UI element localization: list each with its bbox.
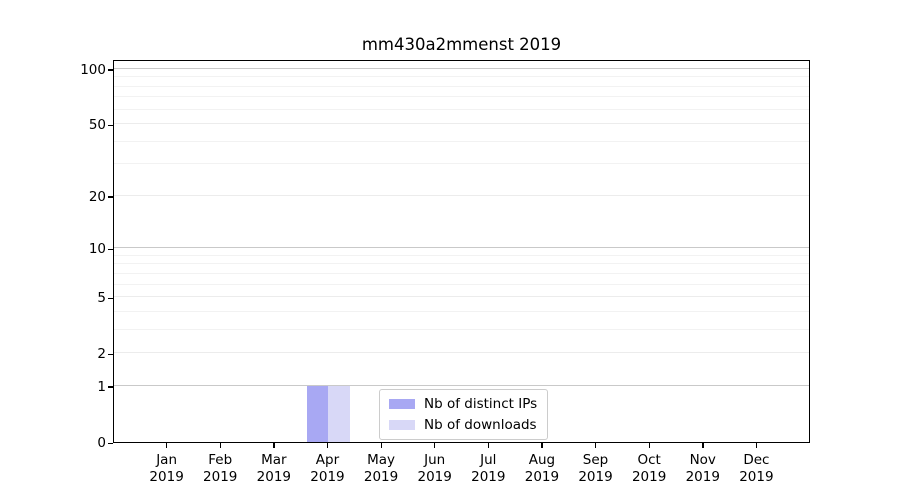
x-tick	[434, 443, 436, 448]
x-tick	[380, 443, 382, 448]
x-tick	[487, 443, 490, 448]
gridline-major	[114, 352, 809, 354]
x-tick-label: Mar 2019	[229, 452, 319, 486]
gridline-minor	[114, 263, 809, 265]
x-tick-year: 2019	[578, 469, 613, 485]
x-tick	[648, 443, 650, 448]
legend-label: Nb of downloads	[424, 417, 537, 433]
x-tick-label: May 2019	[336, 452, 426, 486]
x-tick-month: Nov	[689, 452, 716, 468]
x-tick-year: 2019	[363, 469, 399, 485]
bar-nb-of-downloads	[328, 385, 350, 442]
y-tick	[108, 196, 113, 198]
x-tick-label: Apr 2019	[282, 452, 372, 486]
x-tick	[326, 443, 329, 448]
chart-title: mm430a2mmenst 2019	[361, 35, 562, 54]
x-tick	[595, 443, 597, 448]
gridline-minor	[114, 283, 809, 285]
gridline-minor	[114, 85, 809, 87]
y-tick-label: 100	[80, 61, 106, 78]
y-tick	[108, 442, 113, 444]
gridline-major	[114, 67, 809, 69]
x-tick	[166, 443, 168, 448]
x-tick-year: 2019	[739, 469, 774, 485]
x-tick-year: 2019	[471, 469, 506, 485]
x-tick-month: May	[367, 452, 396, 468]
x-tick-label: Feb 2019	[175, 452, 265, 486]
gridline-major	[114, 384, 809, 386]
x-tick-year: 2019	[149, 469, 184, 485]
x-tick	[219, 443, 222, 448]
y-tick-label: 0	[97, 435, 106, 451]
gridline-major	[114, 194, 809, 196]
legend-label: Nb of distinct IPs	[424, 396, 538, 412]
x-tick-month: Mar	[261, 452, 287, 468]
legend-swatch	[389, 420, 415, 430]
x-tick-label: Jul 2019	[443, 452, 533, 486]
gridline-minor	[114, 310, 809, 312]
y-tick-label: 10	[88, 241, 106, 258]
x-tick	[702, 443, 704, 448]
y-tick	[108, 248, 113, 250]
y-tick-label: 1	[97, 378, 106, 395]
x-tick-label: Oct 2019	[604, 452, 694, 486]
x-tick-year: 2019	[256, 469, 292, 485]
x-tick-year: 2019	[524, 469, 560, 485]
gridline-minor	[114, 272, 809, 274]
y-tick	[108, 124, 113, 126]
x-tick-month: Jul	[480, 452, 497, 468]
x-tick-month: Dec	[743, 452, 770, 468]
x-tick-label: Aug 2019	[497, 452, 587, 486]
x-tick	[755, 443, 758, 448]
x-tick-year: 2019	[631, 469, 667, 485]
x-tick-month: Oct	[637, 452, 661, 468]
x-tick-year: 2019	[685, 469, 720, 485]
x-tick-year: 2019	[203, 469, 238, 485]
y-tick	[108, 297, 113, 299]
x-tick-label: Jun 2019	[390, 452, 480, 486]
y-tick-label: 5	[97, 290, 106, 307]
y-tick	[108, 353, 113, 355]
gridline-minor	[114, 254, 809, 256]
x-tick-month: Jan	[156, 452, 178, 468]
x-tick-month: Apr	[315, 452, 340, 468]
gridline-major	[114, 296, 809, 298]
legend-entry: Nb of distinct IPs	[389, 396, 537, 412]
x-tick-label: Nov 2019	[658, 452, 748, 486]
x-tick-month: Feb	[208, 452, 233, 468]
y-tick-label: 50	[88, 117, 106, 134]
legend-entry: Nb of downloads	[389, 417, 537, 433]
x-tick-month: Aug	[528, 452, 556, 468]
y-tick	[108, 386, 113, 388]
y-tick-label: 20	[88, 188, 106, 205]
gridline-minor	[114, 108, 809, 110]
legend: Nb of distinct IPs Nb of downloads	[379, 389, 549, 440]
x-tick-year: 2019	[310, 469, 345, 485]
x-tick-label: Jan 2019	[122, 452, 212, 486]
gridline-major	[114, 123, 809, 125]
legend-swatch	[389, 399, 415, 409]
x-tick-label: Dec 2019	[711, 452, 801, 486]
x-tick-month: Sep	[582, 452, 609, 468]
gridline-minor	[114, 76, 809, 78]
x-tick	[273, 443, 275, 448]
y-tick	[108, 69, 113, 71]
x-tick-month: Jun	[424, 452, 446, 468]
gridline-minor	[114, 328, 809, 330]
y-tick-label: 2	[97, 346, 106, 363]
x-tick-label: Sep 2019	[551, 452, 641, 486]
x-tick	[541, 443, 543, 448]
x-tick-year: 2019	[417, 469, 452, 485]
plot-area: Nb of distinct IPs Nb of downloads	[113, 60, 810, 443]
gridline-major	[114, 247, 809, 249]
gridline-minor	[114, 96, 809, 98]
gridline-minor	[114, 163, 809, 165]
gridline-minor	[114, 140, 809, 142]
bar-nb-of-distinct-ips	[307, 385, 329, 442]
